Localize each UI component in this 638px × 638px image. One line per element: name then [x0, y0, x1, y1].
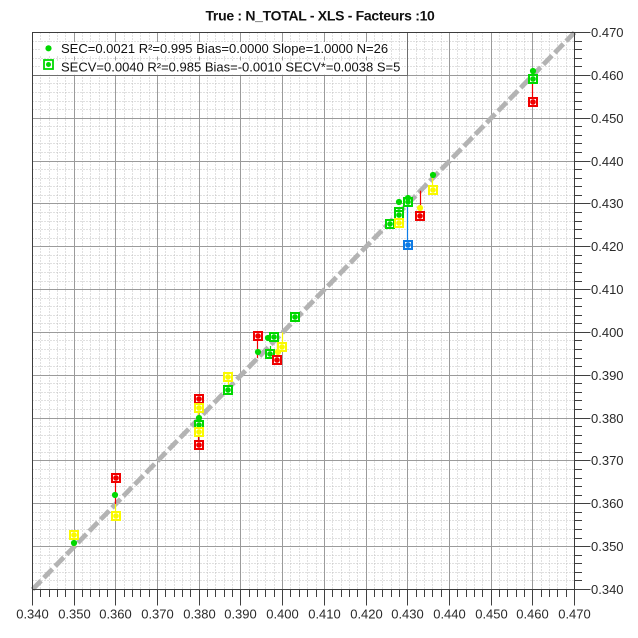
svg-text:0.340: 0.340	[591, 582, 624, 597]
svg-text:0.440: 0.440	[591, 154, 624, 169]
svg-text:0.440: 0.440	[433, 607, 466, 622]
svg-text:SEC=0.0021 R²=0.995 Bias=0.000: SEC=0.0021 R²=0.995 Bias=0.0000 Slope=1.…	[61, 41, 388, 56]
svg-text:0.470: 0.470	[558, 607, 591, 622]
svg-text:0.380: 0.380	[591, 411, 624, 426]
svg-text:0.460: 0.460	[591, 68, 624, 83]
svg-text:0.360: 0.360	[99, 607, 132, 622]
svg-text:0.460: 0.460	[516, 607, 549, 622]
svg-text:0.340: 0.340	[16, 607, 49, 622]
svg-text:0.390: 0.390	[224, 607, 257, 622]
svg-text:SECV=0.0040 R²=0.985 Bias=-0.0: SECV=0.0040 R²=0.985 Bias=-0.0010 SECV*=…	[61, 60, 400, 75]
svg-text:0.470: 0.470	[591, 25, 624, 40]
svg-text:0.410: 0.410	[591, 282, 624, 297]
svg-text:0.430: 0.430	[391, 607, 424, 622]
svg-text:0.350: 0.350	[591, 539, 624, 554]
svg-text:0.450: 0.450	[591, 111, 624, 126]
svg-text:0.420: 0.420	[591, 239, 624, 254]
svg-text:0.380: 0.380	[183, 607, 216, 622]
svg-text:0.420: 0.420	[350, 607, 383, 622]
svg-text:0.350: 0.350	[58, 607, 91, 622]
svg-text:0.430: 0.430	[591, 196, 624, 211]
svg-text:0.450: 0.450	[475, 607, 508, 622]
svg-text:0.360: 0.360	[591, 496, 624, 511]
svg-text:0.370: 0.370	[141, 607, 174, 622]
svg-text:0.400: 0.400	[591, 325, 624, 340]
svg-text:0.410: 0.410	[308, 607, 341, 622]
svg-text:True : N_TOTAL - XLS - Facteur: True : N_TOTAL - XLS - Facteurs :10	[205, 8, 435, 24]
svg-text:0.370: 0.370	[591, 453, 624, 468]
svg-text:0.400: 0.400	[266, 607, 299, 622]
svg-text:0.390: 0.390	[591, 368, 624, 383]
